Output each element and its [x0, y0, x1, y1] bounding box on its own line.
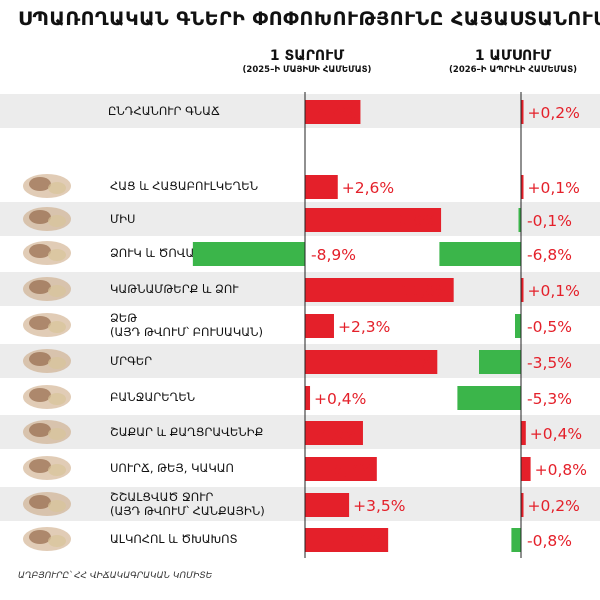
row-stripe	[0, 272, 600, 306]
food-image-icon	[29, 244, 51, 258]
category-label: ՄՐԳԵՐ	[110, 354, 152, 368]
food-image-icon	[29, 423, 51, 437]
category-label: (ԱՅԴ ԹՎՈՒՄ՝ ՀԱՆՔԱՅԻՆ)	[110, 504, 265, 518]
month-value-label: -6,8%	[527, 246, 572, 264]
food-image-icon	[48, 500, 66, 512]
food-image-icon	[48, 249, 66, 261]
source-note: ԱՂԲՅՈՒՐԸ՝ ՀՀ ՎԻՃԱԿԱԳՐԱԿԱՆ ԿՈՄԻՏԵ	[18, 571, 213, 581]
year-bar	[305, 528, 389, 552]
year-bar	[305, 278, 454, 302]
month-value-label: +0,1%	[528, 179, 580, 197]
year-bar	[305, 421, 363, 445]
year-bar	[192, 242, 305, 266]
month-value-label: +0,2%	[528, 497, 580, 515]
month-bar	[521, 493, 524, 517]
food-image-icon	[48, 321, 66, 333]
food-image-icon	[48, 182, 66, 194]
row-stripe	[0, 487, 600, 521]
food-image-icon	[29, 495, 51, 509]
category-label: ՍՈՒՐՃ, ԹԵՅ, ԿԱԿԱՈ	[110, 461, 234, 475]
year-bar	[305, 457, 377, 481]
category-label: ՀԱՑ և ՀԱՑԱԲՈՒԼԿԵՂԵՆ	[110, 179, 258, 193]
month-value-label: +0,2%	[528, 104, 580, 122]
food-image-icon	[29, 459, 51, 473]
month-bar	[521, 421, 526, 445]
month-value-label: -0,1%	[527, 212, 572, 230]
year-bar	[305, 493, 350, 517]
year-bar	[305, 386, 311, 410]
year-value-label: +11,8%	[387, 282, 449, 300]
year-value-label: +0,4%	[314, 390, 366, 408]
year-value-label: +5,7%	[320, 461, 372, 479]
category-label: ՇՇԱԼՑՎԱԾ ՋՈՒՐ	[110, 490, 213, 504]
category-label: ԿԱԹՆԱՄԹԵՐՔ և ՁՈՒ	[110, 282, 239, 296]
row-stripe	[0, 94, 600, 128]
month-value-label: +0,4%	[530, 425, 582, 443]
month-bar	[518, 208, 521, 232]
year-value-label: -8,9%	[311, 246, 356, 264]
category-label: ՁԵԹ	[110, 311, 137, 325]
category-label: (ԱՅԴ ԹՎՈՒՄ՝ ԲՈՒՍԱԿԱՆ)	[110, 325, 263, 339]
month-bar	[521, 278, 524, 302]
year-bar	[305, 208, 442, 232]
year-value-label: +4,6%	[307, 425, 359, 443]
food-image-icon	[48, 464, 66, 476]
month-column-header: 1 ԱՄՍՈՒՄ (2026–Ի ԱՊՐԻԼԻ ՀԱՄԵՄԱՏ)	[428, 48, 598, 75]
month-column-title: 1 ԱՄՍՈՒՄ	[474, 48, 552, 64]
month-value-label: -5,3%	[527, 390, 572, 408]
food-image-icon	[48, 393, 66, 405]
row-stripe	[0, 415, 600, 449]
month-bar	[515, 314, 521, 338]
month-value-label: -3,5%	[527, 354, 572, 372]
year-bar	[305, 100, 361, 124]
month-bar	[521, 457, 531, 481]
year-value-label: +10,8%	[375, 212, 437, 230]
month-value-label: +0,8%	[535, 461, 587, 479]
category-label: ԲԱՆՋԱՐԵՂԵՆ	[110, 390, 195, 404]
month-bar	[439, 242, 521, 266]
food-image-icon	[48, 428, 66, 440]
food-image-icon	[48, 357, 66, 369]
food-image-icon	[29, 388, 51, 402]
month-value-label: +0,1%	[528, 282, 580, 300]
year-value-label: +4,4%	[304, 104, 356, 122]
category-label: ՄԻՍ	[110, 212, 135, 226]
category-label: ՇԱՔԱՐ և ՔԱՂՑՐԱՎԵՆԻՔ	[110, 425, 263, 439]
month-value-label: -0,8%	[527, 532, 572, 550]
food-image-icon	[29, 316, 51, 330]
category-label: ԱԼԿՈՀՈԼ և ԾԽԱԽՈՏ	[110, 532, 238, 546]
food-image-icon	[48, 215, 66, 227]
food-image-icon	[48, 285, 66, 297]
year-bar	[305, 350, 438, 374]
month-bar	[521, 175, 524, 199]
food-image-icon	[29, 352, 51, 366]
year-value-label: +2,6%	[342, 179, 394, 197]
row-stripe	[0, 202, 600, 236]
food-image-icon	[29, 177, 51, 191]
year-column-subtitle: (2025–Ի ՄԱՅԻՍԻ ՀԱՄԵՄԱՏ)	[242, 65, 372, 75]
month-bar	[457, 386, 521, 410]
food-image-icon	[29, 280, 51, 294]
month-value-label: -0,5%	[527, 318, 572, 336]
year-column-title: 1 ՏԱՐՈՒՄ	[269, 48, 345, 64]
year-value-label: +6,6%	[332, 532, 384, 550]
category-label: ԸՆԴՀԱՆՈՒՐ ԳՆԱՃ	[108, 104, 220, 118]
year-column-header: 1 ՏԱՐՈՒՄ (2025–Ի ՄԱՅԻՍԻ ՀԱՄԵՄԱՏ)	[222, 48, 392, 75]
month-bar	[479, 350, 521, 374]
year-value-label: +3,5%	[353, 497, 405, 515]
month-bar	[521, 100, 524, 124]
chart-title: ՍՊԱՌՈՂԱԿԱՆ ԳՆԵՐԻ ՓՈՓՈԽՈՒԹՅՈՒՆԸ ՀԱՅԱՍՏԱՆՈ…	[18, 8, 600, 30]
year-value-label: +10,5%	[371, 354, 433, 372]
year-bar	[305, 314, 334, 338]
month-bar	[511, 528, 521, 552]
month-column-subtitle: (2026–Ի ԱՊՐԻԼԻ ՀԱՄԵՄԱՏ)	[449, 65, 577, 75]
food-image-icon	[48, 535, 66, 547]
year-value-label: +2,3%	[338, 318, 390, 336]
year-bar	[305, 175, 338, 199]
food-image-icon	[29, 210, 51, 224]
food-image-icon	[29, 530, 51, 544]
